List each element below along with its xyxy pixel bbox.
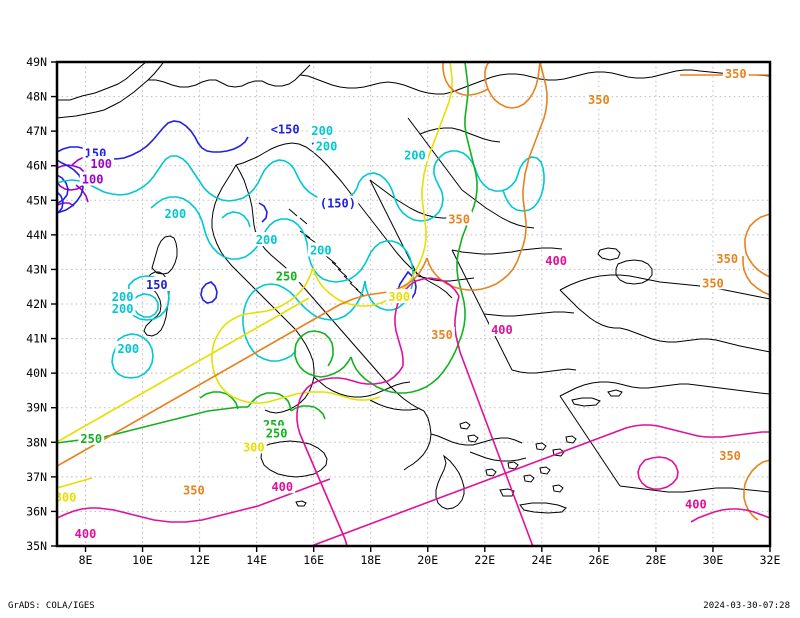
contour-label: (150)	[320, 197, 356, 211]
coastlines	[57, 62, 770, 514]
y-tick-label: 46N	[26, 159, 47, 173]
contour-label: 200	[165, 207, 187, 221]
contour-label: 400	[75, 527, 97, 541]
contour-label: 350	[725, 67, 747, 81]
x-tick-label: 18E	[360, 553, 381, 567]
contour-label: 350	[702, 276, 724, 290]
footer-credit: GrADS: COLA/IGES	[8, 601, 95, 611]
contour-label: 250	[276, 269, 298, 283]
y-tick-label: 43N	[26, 262, 47, 276]
x-tick-label: 16E	[303, 553, 324, 567]
y-tick-label: 37N	[26, 470, 47, 484]
x-tick-label: 30E	[703, 553, 724, 567]
contour-label: 150	[146, 278, 168, 292]
contour-300	[57, 62, 453, 489]
gridlines	[57, 62, 770, 546]
y-tick-label: 48N	[26, 90, 47, 104]
y-tick-label: 39N	[26, 401, 47, 415]
x-tick-label: 24E	[531, 553, 552, 567]
footer-timestamp: 2024-03-30-07:28	[703, 601, 790, 611]
contour-label: 400	[491, 323, 513, 337]
weather-map: 150 100 100 <150 200 200 200 200 (150) 200 200 150 2…	[26, 55, 781, 567]
contour-label: 350	[448, 212, 470, 226]
contour-label: 200	[310, 243, 332, 257]
contour-label: 350	[716, 252, 738, 266]
y-axis-labels: 35N 36N 37N 38N 39N 40N 41N 42N 43N 44N 45N 46N 47N 4…	[26, 55, 47, 553]
contour-label: 200	[117, 342, 139, 356]
contour-label: 350	[588, 93, 610, 107]
contour-label: 250	[80, 432, 102, 446]
x-tick-label: 22E	[474, 553, 495, 567]
contour-400	[57, 277, 770, 546]
y-tick-label: 41N	[26, 332, 47, 346]
contour-350	[57, 62, 770, 521]
x-tick-label: 28E	[646, 553, 667, 567]
contour-label: 200	[112, 290, 134, 304]
contour-label: 200	[404, 148, 426, 162]
x-tick-label: 20E	[417, 553, 438, 567]
y-tick-label: 42N	[26, 297, 47, 311]
y-tick-label: 38N	[26, 435, 47, 449]
contour-label: 300	[243, 440, 265, 454]
x-axis-labels: 8E 10E 12E 14E 16E 18E 20E 22E 24E 26E 28E 30E 32E	[79, 553, 781, 567]
axis-ticks	[51, 61, 771, 552]
contour-label: 400	[271, 480, 293, 494]
contour-lines	[57, 62, 770, 546]
x-tick-label: 10E	[132, 553, 153, 567]
contour-label: 400	[545, 254, 567, 268]
contour-label: 400	[685, 498, 707, 512]
contour-200	[57, 150, 545, 379]
contour-label: <150	[271, 122, 300, 136]
contour-label: 250	[266, 427, 288, 441]
x-tick-label: 26E	[588, 553, 609, 567]
contour-label: 350	[183, 484, 205, 498]
y-tick-label: 47N	[26, 124, 47, 138]
contour-label: 300	[388, 290, 410, 304]
contour-label: 350	[431, 328, 453, 342]
x-tick-label: 32E	[760, 553, 781, 567]
x-tick-label: 12E	[189, 553, 210, 567]
contour-label: 350	[719, 449, 741, 463]
x-tick-label: 14E	[246, 553, 267, 567]
contour-label: 300	[55, 491, 77, 505]
y-tick-label: 35N	[26, 539, 47, 553]
y-tick-label: 36N	[26, 504, 47, 518]
y-tick-label: 40N	[26, 366, 47, 380]
y-tick-label: 45N	[26, 193, 47, 207]
x-tick-label: 8E	[79, 553, 93, 567]
contour-label: 200	[316, 140, 338, 154]
contour-label: 200	[256, 233, 278, 247]
contour-label: 100	[82, 173, 104, 187]
y-tick-label: 49N	[26, 55, 47, 69]
contour-label: 100	[90, 157, 112, 171]
contour-label: 200	[311, 124, 333, 138]
y-tick-label: 44N	[26, 228, 47, 242]
contour-label: 200	[112, 302, 134, 316]
